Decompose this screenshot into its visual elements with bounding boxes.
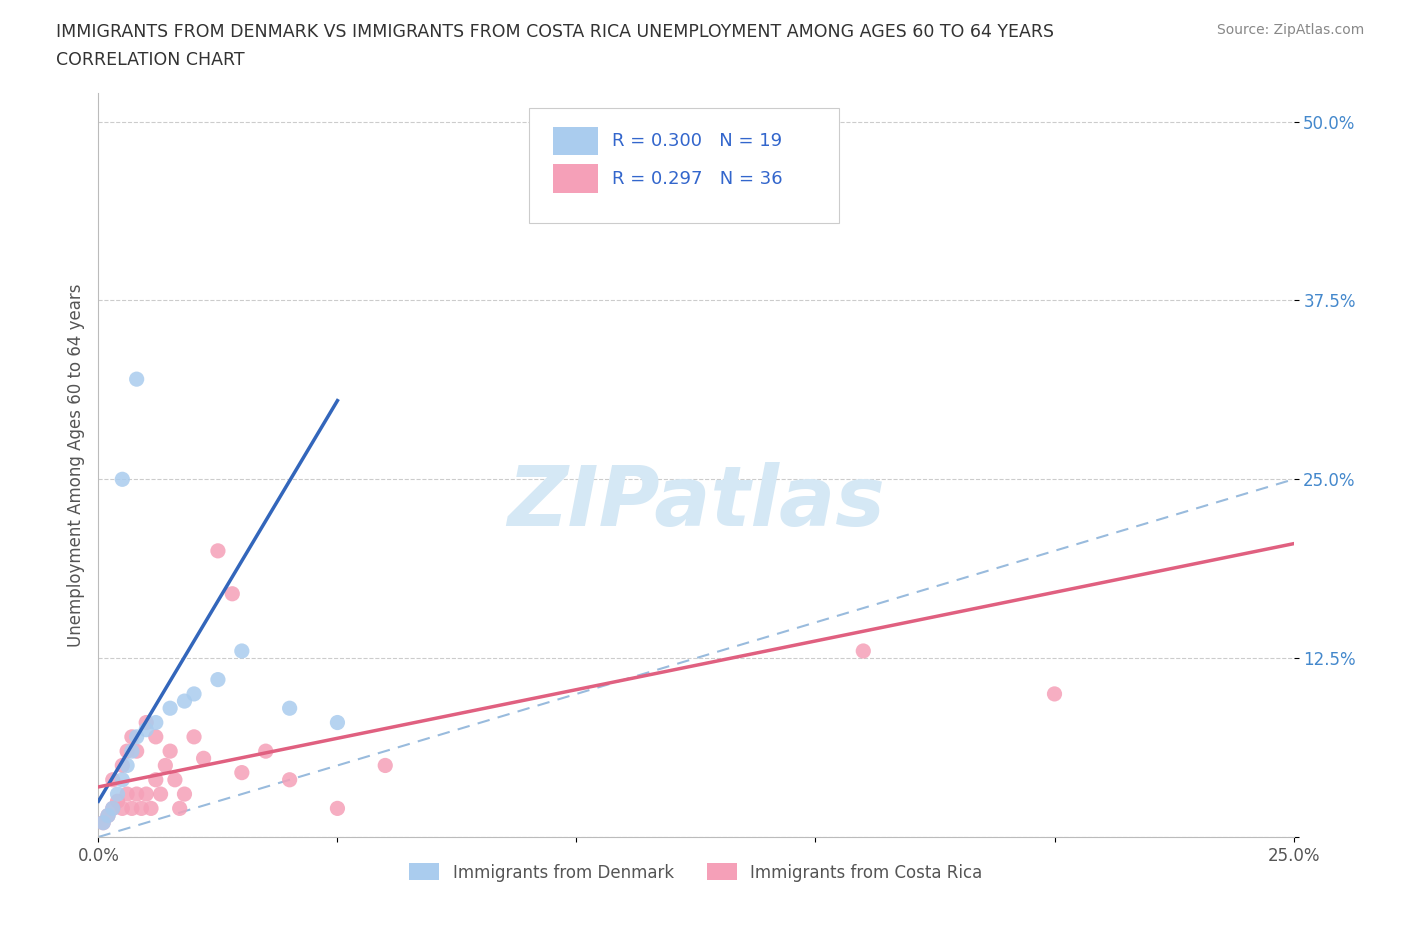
Legend: Immigrants from Denmark, Immigrants from Costa Rica: Immigrants from Denmark, Immigrants from… bbox=[402, 857, 990, 888]
Point bbox=[183, 729, 205, 744]
Point bbox=[278, 701, 301, 716]
Point bbox=[145, 729, 167, 744]
Point bbox=[121, 801, 143, 816]
Point bbox=[101, 801, 124, 816]
Point bbox=[135, 715, 157, 730]
Point bbox=[374, 758, 396, 773]
Point bbox=[101, 772, 124, 787]
Point bbox=[107, 787, 129, 802]
Point bbox=[121, 744, 143, 759]
Bar bbox=[553, 165, 598, 193]
Point bbox=[121, 729, 143, 744]
Point bbox=[107, 794, 129, 809]
Point bbox=[115, 744, 138, 759]
Text: ZIPatlas: ZIPatlas bbox=[508, 461, 884, 543]
Point bbox=[115, 758, 138, 773]
Point bbox=[159, 744, 181, 759]
FancyBboxPatch shape bbox=[529, 108, 839, 223]
Point bbox=[852, 644, 875, 658]
Point bbox=[254, 744, 277, 759]
Point bbox=[131, 801, 153, 816]
Point bbox=[326, 715, 349, 730]
Point bbox=[173, 694, 195, 709]
Point bbox=[135, 723, 157, 737]
Point bbox=[125, 744, 148, 759]
Point bbox=[207, 672, 229, 687]
Point bbox=[91, 816, 114, 830]
Point bbox=[115, 787, 138, 802]
Point bbox=[111, 758, 134, 773]
Point bbox=[111, 472, 134, 486]
Point bbox=[221, 586, 243, 601]
Point bbox=[207, 543, 229, 558]
Point bbox=[111, 801, 134, 816]
Point bbox=[125, 372, 148, 387]
Text: Source: ZipAtlas.com: Source: ZipAtlas.com bbox=[1216, 23, 1364, 37]
Point bbox=[163, 772, 186, 787]
Point bbox=[125, 787, 148, 802]
Point bbox=[231, 765, 253, 780]
Point bbox=[155, 758, 177, 773]
Point bbox=[169, 801, 191, 816]
Point bbox=[145, 772, 167, 787]
Text: CORRELATION CHART: CORRELATION CHART bbox=[56, 51, 245, 69]
Point bbox=[1043, 686, 1066, 701]
Y-axis label: Unemployment Among Ages 60 to 64 years: Unemployment Among Ages 60 to 64 years bbox=[66, 284, 84, 646]
Point bbox=[135, 787, 157, 802]
Point bbox=[97, 808, 120, 823]
Point bbox=[173, 787, 195, 802]
Point bbox=[183, 686, 205, 701]
Point bbox=[326, 801, 349, 816]
Point bbox=[97, 808, 120, 823]
Bar bbox=[553, 127, 598, 155]
Text: R = 0.300   N = 19: R = 0.300 N = 19 bbox=[613, 132, 782, 151]
Point bbox=[231, 644, 253, 658]
Point bbox=[193, 751, 215, 765]
Point bbox=[101, 801, 124, 816]
Text: IMMIGRANTS FROM DENMARK VS IMMIGRANTS FROM COSTA RICA UNEMPLOYMENT AMONG AGES 60: IMMIGRANTS FROM DENMARK VS IMMIGRANTS FR… bbox=[56, 23, 1054, 41]
Point bbox=[149, 787, 172, 802]
Point bbox=[111, 772, 134, 787]
Point bbox=[125, 729, 148, 744]
Text: R = 0.297   N = 36: R = 0.297 N = 36 bbox=[613, 169, 783, 188]
Point bbox=[159, 701, 181, 716]
Point bbox=[278, 772, 301, 787]
Point bbox=[91, 816, 114, 830]
Point bbox=[139, 801, 162, 816]
Point bbox=[145, 715, 167, 730]
